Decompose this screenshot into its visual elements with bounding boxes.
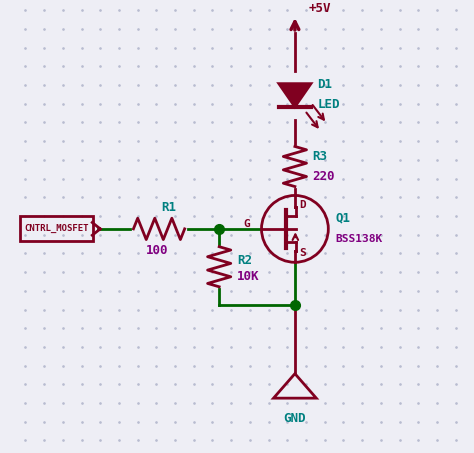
Text: BSS138K: BSS138K (335, 234, 382, 244)
Text: 220: 220 (313, 170, 335, 183)
Text: D: D (300, 200, 306, 210)
Text: R2: R2 (237, 254, 252, 266)
Text: LED: LED (317, 98, 340, 111)
Text: Q1: Q1 (335, 211, 350, 224)
Text: S: S (300, 248, 306, 258)
Text: R1: R1 (161, 201, 176, 214)
Text: R3: R3 (313, 150, 328, 163)
Text: 10K: 10K (237, 270, 259, 283)
Text: 100: 100 (146, 244, 168, 257)
Polygon shape (279, 84, 311, 107)
Text: +5V: +5V (308, 2, 331, 15)
Text: G: G (244, 218, 250, 228)
Text: GND: GND (283, 411, 306, 424)
Text: D1: D1 (317, 77, 332, 91)
Text: CNTRL_MOSFET: CNTRL_MOSFET (24, 224, 89, 233)
